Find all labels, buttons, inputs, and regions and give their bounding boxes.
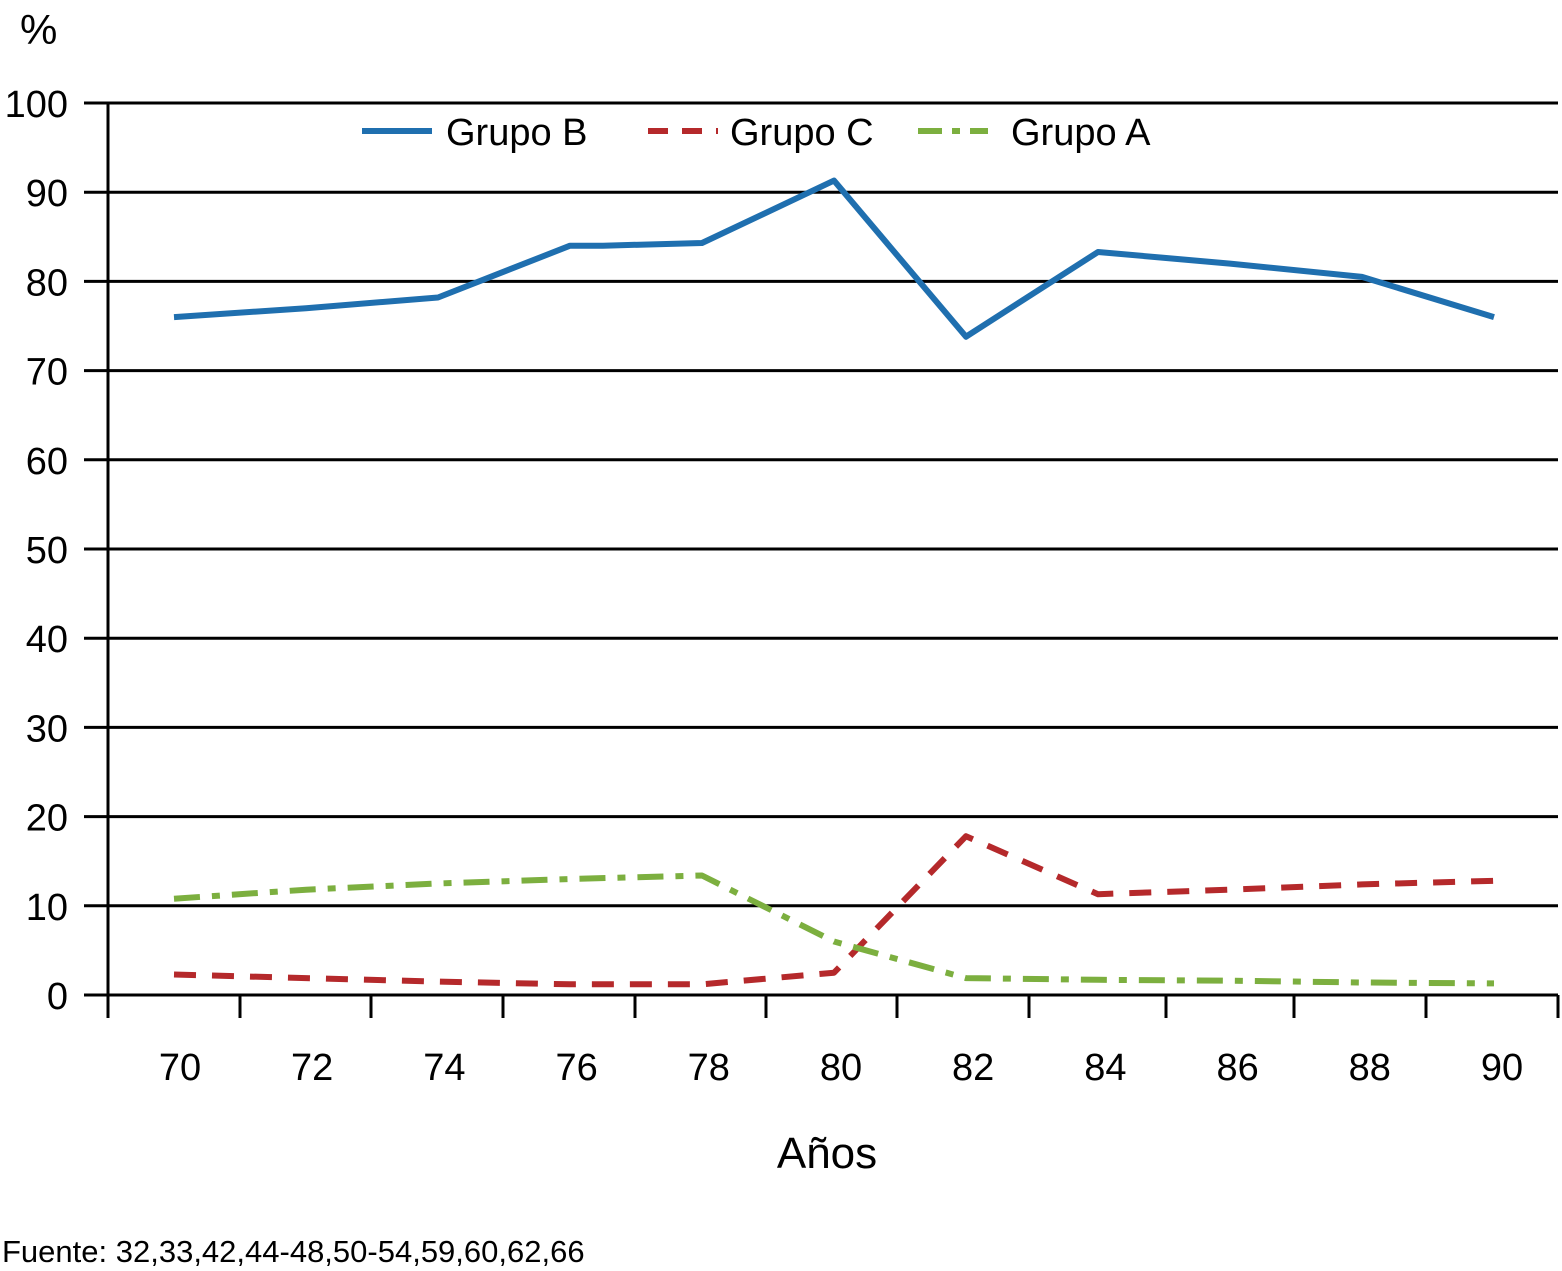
series-line-grupo-b [173,177,1495,340]
gridlines [84,101,1558,997]
y-axis-label: % [20,6,57,53]
x-tick-label: 90 [1481,1047,1523,1089]
y-tick-label: 90 [26,173,68,215]
legend-label: Grupo C [730,112,874,154]
axes: 0 10 20 30 40 50 60 70 80 90 100 70 72 74 76 78 80 82 84 86… [5,84,1560,1089]
x-tick-label: 72 [291,1047,333,1089]
y-tick-label: 0 [47,976,68,1018]
x-tick-label: 76 [555,1047,597,1089]
x-tick-label: 78 [688,1047,730,1089]
x-axis-label: Años [777,1129,877,1178]
series-line-grupo-a [173,872,1495,987]
legend-label: Grupo B [446,112,588,154]
y-tick-label: 80 [26,262,68,304]
legend: Grupo B Grupo C Grupo A [362,112,1151,154]
source-footnote: Fuente: 32,33,42,44-48,50-54,59,60,62,66 [2,1234,585,1269]
series-lines [173,177,1495,988]
x-tick-label: 70 [159,1047,201,1089]
y-tick-label: 20 [26,798,68,840]
y-tick-label: 60 [26,441,68,483]
x-tick-label: 74 [423,1047,465,1089]
y-tick-label: 10 [26,887,68,929]
y-tick-label: 70 [26,352,68,394]
y-tick-label: 100 [5,84,68,126]
x-tick-label: 84 [1084,1047,1126,1089]
x-tick-label: 80 [820,1047,862,1089]
x-tick-label: 88 [1349,1047,1391,1089]
x-tick-label: 82 [952,1047,994,1089]
legend-label: Grupo A [1011,112,1151,154]
y-tick-label: 50 [26,530,68,572]
y-tick-label: 30 [26,708,68,750]
series-line-grupo-c [173,833,1495,988]
y-tick-label: 40 [26,619,68,661]
x-tick-label: 86 [1216,1047,1258,1089]
